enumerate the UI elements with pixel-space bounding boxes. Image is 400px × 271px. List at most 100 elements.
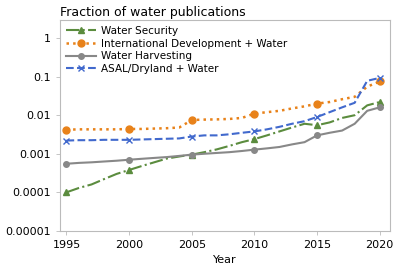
Water Security — [264, 134, 269, 137]
Water Security — [152, 161, 156, 164]
Water Harvesting — [315, 134, 320, 137]
Water Harvesting — [139, 157, 144, 160]
International Development + Water — [164, 127, 169, 130]
Line: Water Security: Water Security — [63, 99, 383, 196]
Water Security — [227, 144, 232, 147]
International Development + Water — [177, 126, 182, 129]
International Development + Water — [202, 118, 207, 121]
ASAL/Dryland + Water — [352, 101, 357, 104]
ASAL/Dryland + Water — [102, 138, 106, 141]
Water Harvesting — [177, 154, 182, 157]
Water Security — [290, 126, 294, 129]
Water Harvesting — [365, 109, 370, 112]
Water Harvesting — [377, 106, 382, 109]
Water Security — [302, 122, 307, 125]
Water Harvesting — [327, 131, 332, 134]
International Development + Water — [327, 100, 332, 104]
International Development + Water — [77, 128, 82, 131]
International Development + Water — [152, 127, 156, 130]
Water Security — [327, 121, 332, 124]
ASAL/Dryland + Water — [139, 138, 144, 141]
ASAL/Dryland + Water — [202, 134, 207, 137]
Water Harvesting — [89, 161, 94, 164]
ASAL/Dryland + Water — [64, 139, 69, 142]
ASAL/Dryland + Water — [77, 138, 82, 142]
International Development + Water — [340, 98, 344, 101]
Water Harvesting — [202, 152, 207, 155]
International Development + Water — [227, 117, 232, 121]
Water Security — [277, 130, 282, 133]
Water Harvesting — [152, 156, 156, 160]
ASAL/Dryland + Water — [152, 137, 156, 141]
International Development + Water — [264, 111, 269, 114]
ASAL/Dryland + Water — [277, 125, 282, 128]
Water Security — [77, 186, 82, 189]
Water Security — [352, 114, 357, 117]
ASAL/Dryland + Water — [252, 130, 257, 133]
Line: ASAL/Dryland + Water: ASAL/Dryland + Water — [63, 75, 383, 144]
Water Harvesting — [114, 159, 119, 162]
International Development + Water — [352, 95, 357, 98]
Water Security — [164, 157, 169, 160]
International Development + Water — [64, 128, 69, 131]
Water Harvesting — [77, 161, 82, 164]
Water Harvesting — [352, 122, 357, 125]
Water Harvesting — [240, 149, 244, 153]
Water Security — [177, 155, 182, 158]
Water Harvesting — [340, 129, 344, 132]
ASAL/Dryland + Water — [377, 76, 382, 79]
Water Security — [252, 137, 257, 141]
International Development + Water — [139, 127, 144, 131]
Legend: Water Security, International Development + Water, Water Harvesting, ASAL/Drylan: Water Security, International Developmen… — [62, 22, 291, 78]
International Development + Water — [89, 128, 94, 131]
Water Harvesting — [252, 148, 257, 151]
Water Harvesting — [102, 160, 106, 163]
International Development + Water — [252, 112, 257, 115]
Line: Water Harvesting: Water Harvesting — [64, 105, 382, 167]
Water Harvesting — [227, 151, 232, 154]
International Development + Water — [127, 127, 132, 131]
Water Security — [365, 104, 370, 107]
Water Harvesting — [264, 147, 269, 150]
ASAL/Dryland + Water — [315, 115, 320, 119]
Water Harvesting — [302, 141, 307, 144]
Water Security — [89, 183, 94, 186]
Text: Fraction of water publications: Fraction of water publications — [60, 6, 246, 18]
Water Security — [214, 148, 219, 151]
ASAL/Dryland + Water — [240, 131, 244, 134]
ASAL/Dryland + Water — [177, 137, 182, 140]
Water Harvesting — [214, 151, 219, 154]
ASAL/Dryland + Water — [290, 122, 294, 125]
Water Security — [189, 153, 194, 156]
X-axis label: Year: Year — [213, 256, 237, 265]
International Development + Water — [189, 118, 194, 122]
International Development + Water — [365, 85, 370, 88]
ASAL/Dryland + Water — [164, 137, 169, 140]
Water Security — [114, 172, 119, 176]
ASAL/Dryland + Water — [189, 135, 194, 138]
Water Security — [315, 124, 320, 127]
Water Security — [102, 178, 106, 181]
International Development + Water — [315, 102, 320, 105]
ASAL/Dryland + Water — [340, 106, 344, 109]
ASAL/Dryland + Water — [114, 138, 119, 141]
Water Security — [127, 168, 132, 172]
Water Harvesting — [164, 156, 169, 159]
ASAL/Dryland + Water — [264, 128, 269, 131]
Water Harvesting — [277, 145, 282, 149]
Water Security — [340, 116, 344, 120]
International Development + Water — [114, 128, 119, 131]
Line: International Development + Water: International Development + Water — [63, 78, 383, 133]
Water Security — [64, 191, 69, 194]
ASAL/Dryland + Water — [89, 138, 94, 142]
Water Security — [202, 151, 207, 154]
International Development + Water — [102, 128, 106, 131]
Water Harvesting — [127, 158, 132, 161]
Water Harvesting — [290, 143, 294, 146]
International Development + Water — [377, 80, 382, 83]
Water Harvesting — [189, 153, 194, 156]
Water Harvesting — [64, 162, 69, 165]
Water Security — [377, 100, 382, 104]
Water Security — [139, 164, 144, 168]
ASAL/Dryland + Water — [214, 134, 219, 137]
